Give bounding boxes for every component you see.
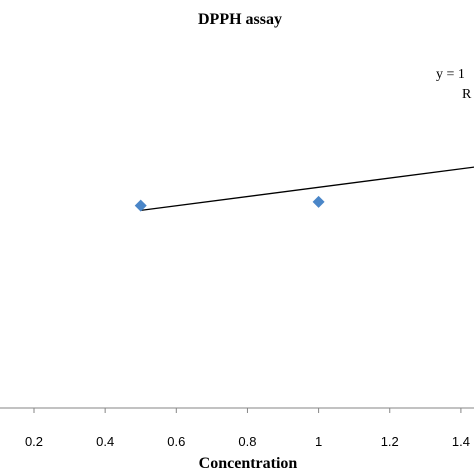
equation-annotation: y = 1 (436, 67, 465, 82)
x-tick-label: 0.4 (96, 434, 114, 449)
trendline (140, 166, 474, 212)
chart-title: DPPH assay (198, 11, 282, 28)
data-point (312, 195, 325, 208)
data-points (134, 195, 325, 212)
x-tick-label: 1.2 (381, 434, 399, 449)
x-tick-label: 0.8 (238, 434, 256, 449)
x-axis-ticks (33, 408, 462, 413)
x-tick-label: 1 (315, 434, 322, 449)
r-squared-annotation: R (462, 87, 472, 102)
x-axis-label: Concentration (199, 455, 298, 472)
x-axis-tick-labels: 0.2 0.4 0.6 0.8 1 1.2 1.4 (25, 434, 470, 449)
x-tick-label: 0.6 (167, 434, 185, 449)
data-point (134, 199, 147, 212)
x-tick-label: 1.4 (452, 434, 470, 449)
x-tick-label: 0.2 (25, 434, 43, 449)
